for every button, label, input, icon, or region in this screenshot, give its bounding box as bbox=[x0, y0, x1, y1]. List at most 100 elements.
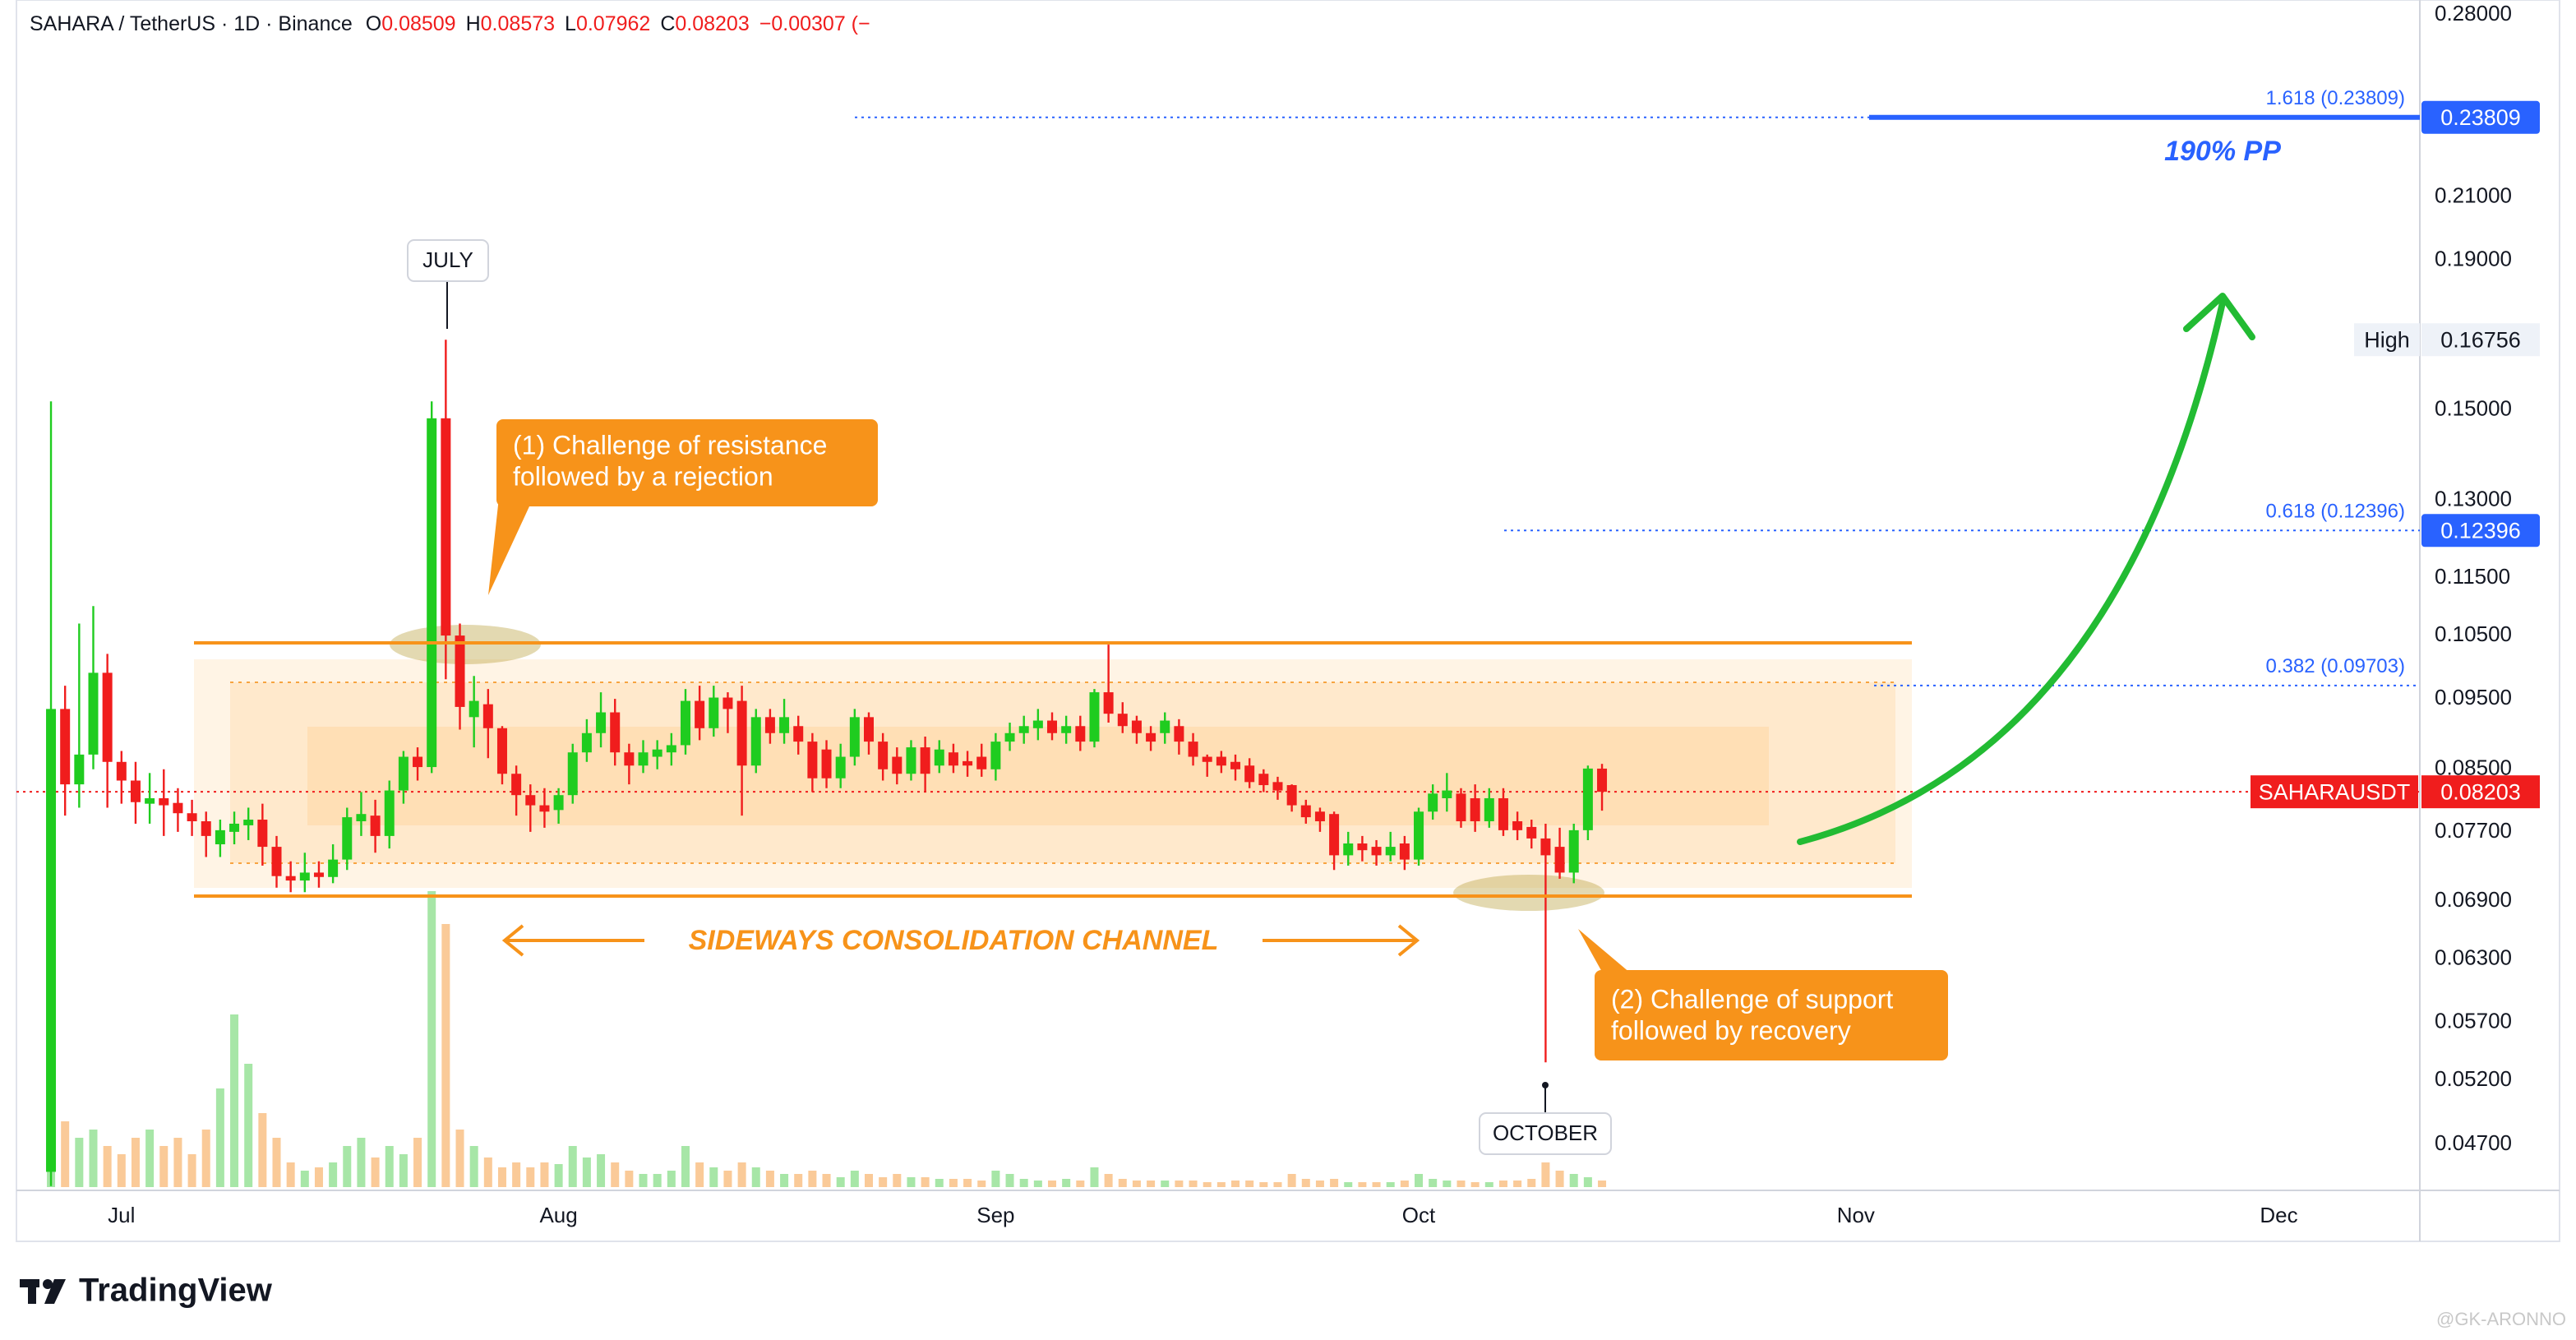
volume-bar bbox=[131, 1138, 140, 1187]
candle-body bbox=[1329, 814, 1340, 856]
candle-body bbox=[1004, 732, 1015, 742]
candle-body bbox=[1428, 793, 1438, 812]
fib-label: 0.382 (0.09703) bbox=[2266, 655, 2405, 677]
candle-body bbox=[581, 732, 592, 753]
volume-bar bbox=[385, 1146, 394, 1187]
candle-body bbox=[666, 745, 676, 753]
candle-body bbox=[1554, 847, 1565, 873]
candle-body bbox=[342, 817, 353, 860]
candle-body bbox=[1047, 720, 1058, 733]
callout-text: followed by recovery bbox=[1611, 1015, 1851, 1045]
volume-bar bbox=[244, 1064, 253, 1187]
volume-bar bbox=[1231, 1181, 1240, 1187]
arrow-head bbox=[2183, 293, 2255, 340]
price-tag-label: 0.23809 bbox=[2440, 105, 2521, 130]
volume-bar bbox=[230, 1014, 239, 1187]
fib-label: 1.618 (0.23809) bbox=[2266, 87, 2405, 109]
volume-bar bbox=[75, 1138, 84, 1187]
y-tick-label: 0.28000 bbox=[2435, 1, 2512, 25]
volume-bar bbox=[907, 1177, 916, 1187]
candle-body bbox=[398, 756, 409, 791]
volume-bar bbox=[497, 1167, 506, 1187]
callout-text: followed by a rejection bbox=[513, 461, 773, 491]
highlight bbox=[1453, 875, 1604, 911]
channel-zone bbox=[230, 682, 1895, 863]
candle-body bbox=[299, 872, 310, 881]
volume-bar bbox=[159, 1146, 169, 1187]
candle-body bbox=[74, 754, 85, 785]
candle-body bbox=[878, 742, 889, 769]
candle-body bbox=[736, 700, 747, 766]
volume-bar bbox=[357, 1138, 366, 1187]
price-tag-label: 0.16756 bbox=[2440, 327, 2521, 352]
candle-body bbox=[187, 813, 197, 821]
y-tick-label: 0.06300 bbox=[2435, 945, 2512, 969]
candle-body bbox=[1174, 726, 1184, 742]
candle-body bbox=[1103, 692, 1114, 714]
volume-bar bbox=[822, 1174, 831, 1187]
volume-bar bbox=[371, 1157, 380, 1187]
legend-header: SAHARA / TetherUS · 1D · Binance O0.08509… bbox=[30, 12, 870, 35]
marker-box bbox=[407, 239, 489, 282]
brand-logo bbox=[20, 1279, 66, 1304]
callout-box bbox=[1595, 970, 1948, 1060]
volume-bar bbox=[963, 1179, 972, 1187]
candle-body bbox=[145, 797, 155, 804]
y-tick-label: 0.15000 bbox=[2435, 395, 2512, 420]
volume-bar bbox=[751, 1167, 760, 1187]
candle-body bbox=[1456, 793, 1466, 821]
volume-bar bbox=[1132, 1181, 1141, 1187]
y-tick-label: 0.09500 bbox=[2435, 685, 2512, 709]
candle-body bbox=[1343, 843, 1354, 856]
candle-body bbox=[652, 749, 662, 757]
volume-bar bbox=[991, 1171, 1000, 1187]
candle-body bbox=[1568, 829, 1579, 873]
volume-bar bbox=[89, 1130, 98, 1187]
volume-bar bbox=[1330, 1179, 1339, 1187]
volume-bar bbox=[597, 1154, 606, 1187]
volume-bar bbox=[314, 1167, 323, 1187]
candle-body bbox=[1498, 797, 1508, 830]
candle-body bbox=[159, 797, 169, 806]
candles bbox=[46, 340, 1608, 1186]
y-tick-label: 0.04700 bbox=[2435, 1130, 2512, 1155]
candle-body bbox=[1272, 782, 1283, 791]
volume-bar bbox=[709, 1167, 718, 1187]
volume-bar bbox=[300, 1171, 309, 1187]
candle-body bbox=[271, 847, 282, 876]
candle-body bbox=[638, 752, 649, 766]
callout-text: (1) Challenge of resistance bbox=[513, 430, 827, 460]
candle-body bbox=[243, 820, 254, 825]
candle-body bbox=[934, 749, 944, 766]
volume-bar bbox=[935, 1179, 944, 1187]
volume-bar bbox=[258, 1113, 267, 1187]
volume-bar bbox=[611, 1162, 620, 1187]
volume-bar bbox=[329, 1162, 338, 1187]
volume-bar bbox=[1259, 1182, 1268, 1187]
volume-bar bbox=[949, 1179, 958, 1187]
volume-bar bbox=[1048, 1181, 1057, 1187]
candle-body bbox=[60, 709, 71, 785]
candle-body bbox=[948, 752, 958, 766]
candle-body bbox=[779, 717, 790, 733]
volume-bar bbox=[1273, 1182, 1282, 1187]
candle-body bbox=[990, 742, 1001, 769]
candle-body bbox=[328, 859, 339, 877]
candle-body bbox=[1597, 768, 1608, 792]
volume-bar bbox=[921, 1177, 930, 1187]
volume-bar bbox=[1527, 1179, 1536, 1187]
volume-bar bbox=[1498, 1181, 1507, 1187]
candle-body bbox=[1244, 765, 1255, 783]
volume-bar bbox=[568, 1146, 577, 1187]
candle-body bbox=[1230, 761, 1241, 769]
volume-bar bbox=[695, 1162, 704, 1187]
symbol-tag-label: SAHARAUSDT bbox=[2259, 779, 2411, 804]
candle-body bbox=[892, 756, 903, 774]
volume-bar bbox=[554, 1164, 563, 1187]
y-tick-label: 0.13000 bbox=[2435, 487, 2512, 511]
y-tick-label: 0.05700 bbox=[2435, 1008, 2512, 1033]
candle-body bbox=[863, 717, 874, 742]
volume-bar bbox=[1569, 1174, 1578, 1187]
candle-body bbox=[201, 820, 211, 836]
volume-bar bbox=[1005, 1174, 1014, 1187]
